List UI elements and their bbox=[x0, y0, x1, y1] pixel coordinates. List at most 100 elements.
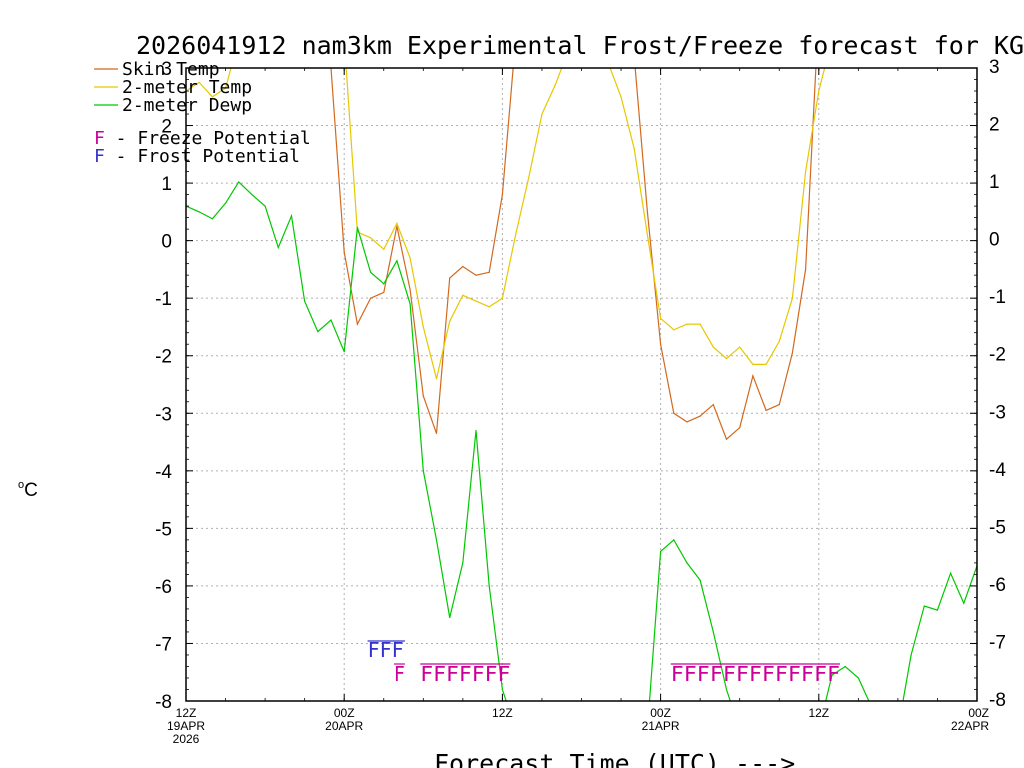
two-meter-dewp-point bbox=[660, 550, 662, 552]
two-meter-temp-point bbox=[488, 306, 490, 308]
y-tick-label-right: 2 bbox=[989, 115, 1000, 136]
y-tick-label-left: 1 bbox=[161, 174, 172, 195]
skin-temp-point bbox=[765, 409, 767, 411]
two-meter-dewp-point bbox=[238, 181, 240, 183]
x-tick-date: 22APR bbox=[951, 719, 989, 733]
two-meter-dewp-point bbox=[317, 330, 319, 333]
two-meter-temp-point bbox=[475, 300, 477, 302]
skin-temp-point bbox=[449, 277, 451, 279]
legend-marker-label: - Frost Potential bbox=[105, 146, 300, 167]
two-meter-temp-point bbox=[765, 363, 767, 365]
two-meter-temp-point bbox=[528, 176, 530, 178]
skin-temp-point bbox=[791, 352, 794, 354]
two-meter-temp-point bbox=[699, 323, 701, 325]
skin-temp-point bbox=[383, 291, 385, 294]
x-tick-label: 12Z bbox=[492, 706, 513, 720]
two-meter-dewp-point bbox=[224, 202, 227, 204]
two-meter-temp-point bbox=[501, 297, 503, 299]
skin-temp-point bbox=[343, 251, 345, 253]
y-tick-label-right: 3 bbox=[989, 57, 1000, 78]
skin-temp-point bbox=[752, 375, 754, 377]
two-meter-temp-point bbox=[673, 329, 675, 331]
two-meter-dewp-point bbox=[725, 688, 728, 691]
skin-temp-point bbox=[805, 268, 807, 271]
legend-label: Skin Temp bbox=[122, 59, 220, 80]
legend-marker-symbol: F bbox=[94, 146, 105, 167]
legend-marker-label: - Freeze Potential bbox=[105, 128, 311, 149]
y-tick-label-left: 2 bbox=[161, 117, 172, 138]
skin-temp-point bbox=[435, 432, 438, 435]
chart-title: 2026041912 nam3km Experimental Frost/Fre… bbox=[136, 31, 1024, 60]
y-tick-label-right: -1 bbox=[989, 287, 1006, 308]
two-meter-dewp-point bbox=[422, 470, 424, 472]
skin-temp-point bbox=[369, 297, 372, 299]
y-tick-label-right: 0 bbox=[989, 230, 1000, 251]
y-axis-unit: C bbox=[24, 480, 38, 501]
two-meter-dewp-point bbox=[686, 562, 688, 564]
x-tick-label: 00Z bbox=[334, 706, 355, 720]
x-tick-date: 21APR bbox=[642, 719, 680, 733]
two-meter-temp-point bbox=[198, 81, 200, 83]
two-meter-dewp-point bbox=[844, 665, 846, 668]
two-meter-temp-point bbox=[514, 234, 517, 236]
two-meter-dewp-point bbox=[910, 654, 912, 656]
y-tick-label-left: -2 bbox=[155, 347, 172, 368]
skin-temp-point bbox=[712, 404, 714, 406]
two-meter-dewp-point bbox=[923, 605, 925, 607]
skin-temp-point bbox=[725, 438, 728, 440]
skin-temp-point bbox=[409, 288, 411, 291]
legend-marker-symbol: F bbox=[94, 128, 105, 149]
two-meter-dewp-point bbox=[831, 674, 833, 676]
skin-temp-point bbox=[475, 274, 477, 276]
skin-temp-point bbox=[462, 265, 464, 268]
y-tick-label-right: -6 bbox=[989, 575, 1006, 596]
skin-temp-point bbox=[660, 343, 662, 345]
legend-label: 2-meter Temp bbox=[122, 77, 252, 98]
two-meter-dewp-point bbox=[264, 205, 266, 207]
freeze-marker-text: F bbox=[394, 662, 405, 686]
two-meter-dewp-point bbox=[950, 572, 952, 574]
two-meter-temp-point bbox=[396, 222, 398, 224]
two-meter-temp-point bbox=[633, 147, 635, 150]
legend-marker-key: F - Frost Potential bbox=[94, 146, 300, 167]
two-meter-dewp-point bbox=[290, 215, 293, 217]
freeze-marker-text: FFFFFFFFFFFFF bbox=[671, 662, 840, 686]
x-tick-label: 12Z bbox=[808, 706, 829, 720]
two-meter-dewp-point bbox=[449, 616, 451, 619]
skin-temp-point bbox=[356, 323, 358, 325]
two-meter-temp-point bbox=[805, 170, 807, 173]
two-meter-dewp-point bbox=[462, 562, 464, 564]
y-axis-right: -8 -7 -6 -5 -4 -3 -2 -1 0 1 2 3 bbox=[970, 57, 1006, 711]
two-meter-dewp-point bbox=[699, 579, 701, 581]
two-meter-dewp-point bbox=[712, 631, 714, 633]
two-meter-temp-point bbox=[369, 237, 372, 239]
y-tick-label-right: -2 bbox=[989, 345, 1006, 366]
two-meter-temp-point bbox=[712, 346, 714, 348]
skin-temp-point bbox=[699, 415, 701, 417]
two-meter-temp-point bbox=[620, 96, 622, 98]
skin-temp-point bbox=[488, 271, 490, 273]
y-tick-label-right: -3 bbox=[989, 402, 1006, 423]
y-axis-left: -8 -7 -6 -5 -4 -3 -2 -1 0 1 2 3 bbox=[155, 59, 193, 713]
y-tick-label-right: -4 bbox=[989, 460, 1006, 481]
x-tick-label: 12Z bbox=[176, 706, 197, 720]
y-tick-label-left: -3 bbox=[155, 404, 172, 425]
x-tick-date: 19APR bbox=[167, 719, 205, 733]
two-meter-temp-point bbox=[686, 323, 688, 325]
x-axis-label: Forecast Time (UTC) ---> bbox=[434, 749, 795, 768]
y-tick-label-left: 0 bbox=[161, 232, 172, 253]
two-meter-dewp-point bbox=[304, 300, 306, 302]
two-meter-dewp-point bbox=[963, 602, 965, 604]
two-meter-dewp-point bbox=[396, 260, 398, 262]
frost-marker-text: FFF bbox=[368, 638, 404, 662]
two-meter-temp-point bbox=[409, 257, 411, 259]
two-meter-temp-point bbox=[752, 363, 754, 365]
two-meter-dewp-point bbox=[409, 303, 411, 305]
y-tick-label-right: 1 bbox=[989, 172, 1000, 193]
legend-marker-key: F - Freeze Potential bbox=[94, 128, 311, 149]
two-meter-dewp-point bbox=[435, 539, 438, 541]
y-tick-label-right: -8 bbox=[989, 690, 1006, 711]
y-axis-label: oC bbox=[18, 479, 38, 501]
